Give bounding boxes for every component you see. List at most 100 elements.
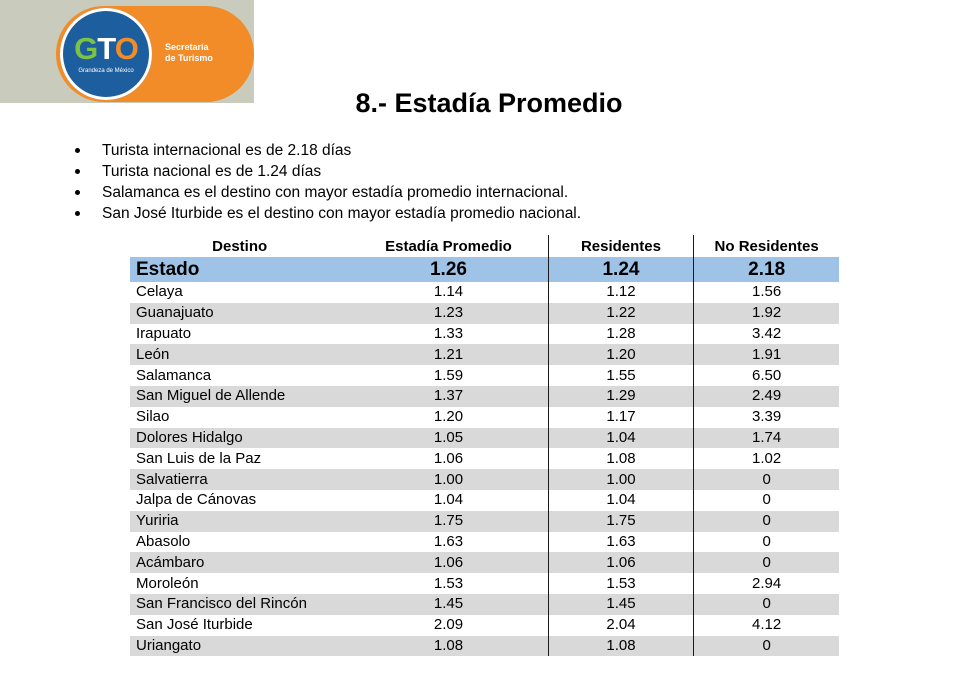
header-destino: Destino [212,237,268,255]
table-row: Salamanca 1.59 1.55 6.50 [130,365,839,386]
cell-no-residentes: 0 [693,593,839,615]
cell-estadia: 1.21 [349,344,549,366]
cell-no-residentes: 2.94 [752,574,782,592]
cell-residentes: 1.08 [548,448,695,470]
logo-letter-o: O [114,31,139,66]
cell-no-residentes: 0 [762,491,771,509]
cell-destino: León [130,344,350,366]
cell-no-residentes: 0 [693,510,839,532]
cell-destino: Dolores Hidalgo [130,427,350,449]
cell-destino: Abasolo [136,532,191,550]
table-row: Irapuato 1.33 1.28 3.42 [130,323,839,345]
table-row: Jalpa de Cánovas 1.04 1.04 0 [130,489,839,511]
cell-residentes: 1.22 [548,302,695,324]
cell-estadia: 1.26 [349,257,549,282]
cell-estadia: 1.33 [349,323,549,345]
cell-no-residentes: 2.18 [693,257,839,282]
table-row: Silao 1.20 1.17 3.39 [130,406,839,428]
cell-no-residentes: 1.91 [693,344,839,366]
cell-estadia: 1.45 [349,593,549,615]
cell-residentes: 1.75 [548,510,695,532]
cell-destino: San Francisco del Rincón [130,593,350,615]
cell-no-residentes: 0 [693,635,839,657]
bullet-item: Turista nacional es de 1.24 días [74,161,581,182]
cell-destino: Salamanca [136,366,212,384]
logo-org-line-1: Secretaría [165,42,209,52]
cell-destino: San José Iturbide [136,616,253,634]
cell-destino: Estado [130,257,350,282]
table-row: Moroleón 1.53 1.53 2.94 [130,573,839,594]
table-row: Guanajuato 1.23 1.22 1.92 [130,302,839,324]
table-row: Abasolo 1.63 1.63 0 [130,531,839,553]
cell-residentes: 1.08 [548,635,695,657]
header-estadia-promedio: Estadía Promedio [349,235,549,257]
cell-destino: Silao [136,408,170,426]
cell-destino: Irapuato [136,324,192,342]
cell-no-residentes: 4.12 [752,616,782,634]
cell-destino: Uriangato [130,635,350,657]
cell-no-residentes: 0 [693,552,839,574]
cell-residentes: 1.55 [548,365,695,386]
cell-no-residentes: 0 [693,469,839,490]
table-row: San Francisco del Rincón 1.45 1.45 0 [130,593,839,615]
cell-residentes: 1.04 [548,489,695,511]
cell-residentes: 1.29 [548,385,695,407]
cell-estadia: 1.05 [349,427,549,449]
logo-letter-g: G [74,31,98,66]
cell-no-residentes: 1.02 [752,449,782,467]
table-row: San Luis de la Paz 1.06 1.08 1.02 [130,448,839,470]
logo-tagline: Grandeza de México [78,68,134,74]
table-row-estado: Estado 1.26 1.24 2.18 [130,257,839,282]
cell-destino: Salvatierra [130,469,350,490]
cell-residentes: 2.04 [548,614,695,636]
cell-estadia: 1.37 [349,385,549,407]
table-row: Salvatierra 1.00 1.00 0 [130,469,839,490]
table-row: Yuriria 1.75 1.75 0 [130,510,839,532]
cell-no-residentes: 1.74 [693,427,839,449]
cell-destino: Celaya [136,283,183,301]
cell-residentes: 1.06 [548,552,695,574]
cell-estadia: 1.06 [349,448,549,470]
table-row: León 1.21 1.20 1.91 [130,344,839,366]
cell-no-residentes: 1.56 [752,283,782,301]
bullet-item: Turista internacional es de 2.18 días [74,140,581,161]
cell-estadia: 1.04 [349,489,549,511]
table-row: San Miguel de Allende 1.37 1.29 2.49 [130,385,839,407]
cell-residentes: 1.00 [548,469,695,490]
logo-letter-t: T [97,31,115,66]
cell-no-residentes: 3.39 [752,408,782,426]
cell-destino: Guanajuato [130,302,350,324]
cell-destino: San Miguel de Allende [130,385,350,407]
stay-table: Destino Estadía Promedio Residentes No R… [130,235,839,657]
cell-residentes: 1.04 [548,427,695,449]
cell-residentes: 1.24 [548,257,695,282]
cell-estadia: 1.59 [349,365,549,386]
header-no-residentes: No Residentes [714,237,819,255]
cell-estadia: 1.08 [349,635,549,657]
table-row: San José Iturbide 2.09 2.04 4.12 [130,614,839,636]
bullet-item: Salamanca es el destino con mayor estadí… [74,182,581,203]
table-header-row: Destino Estadía Promedio Residentes No R… [130,235,839,257]
cell-destino: Moroleón [136,574,199,592]
cell-estadia: 2.09 [349,614,549,636]
cell-residentes: 1.12 [548,282,695,303]
cell-destino: Acámbaro [130,552,350,574]
cell-estadia: 1.75 [349,510,549,532]
cell-residentes: 1.45 [548,593,695,615]
cell-no-residentes: 3.42 [752,324,782,342]
bullet-item: San José Iturbide es el destino con mayo… [74,205,582,222]
cell-no-residentes: 6.50 [752,366,782,384]
cell-estadia: 1.00 [349,469,549,490]
cell-estadia: 1.14 [349,282,549,303]
cell-estadia: 1.53 [349,573,549,594]
gto-logo: GTO Grandeza de México [60,8,152,100]
table-body: Estado 1.26 1.24 2.18 Celaya 1.14 1.12 1.56… [130,257,839,657]
cell-destino: San Luis de la Paz [136,449,262,467]
table-row: Uriangato 1.08 1.08 0 [130,635,839,657]
cell-residentes: 1.28 [548,323,695,345]
gto-logo-mark: GTO [74,31,139,66]
cell-destino: Yuriria [130,510,350,532]
cell-destino: Jalpa de Cánovas [136,491,257,509]
cell-no-residentes: 1.92 [693,302,839,324]
cell-estadia: 1.20 [349,406,549,428]
